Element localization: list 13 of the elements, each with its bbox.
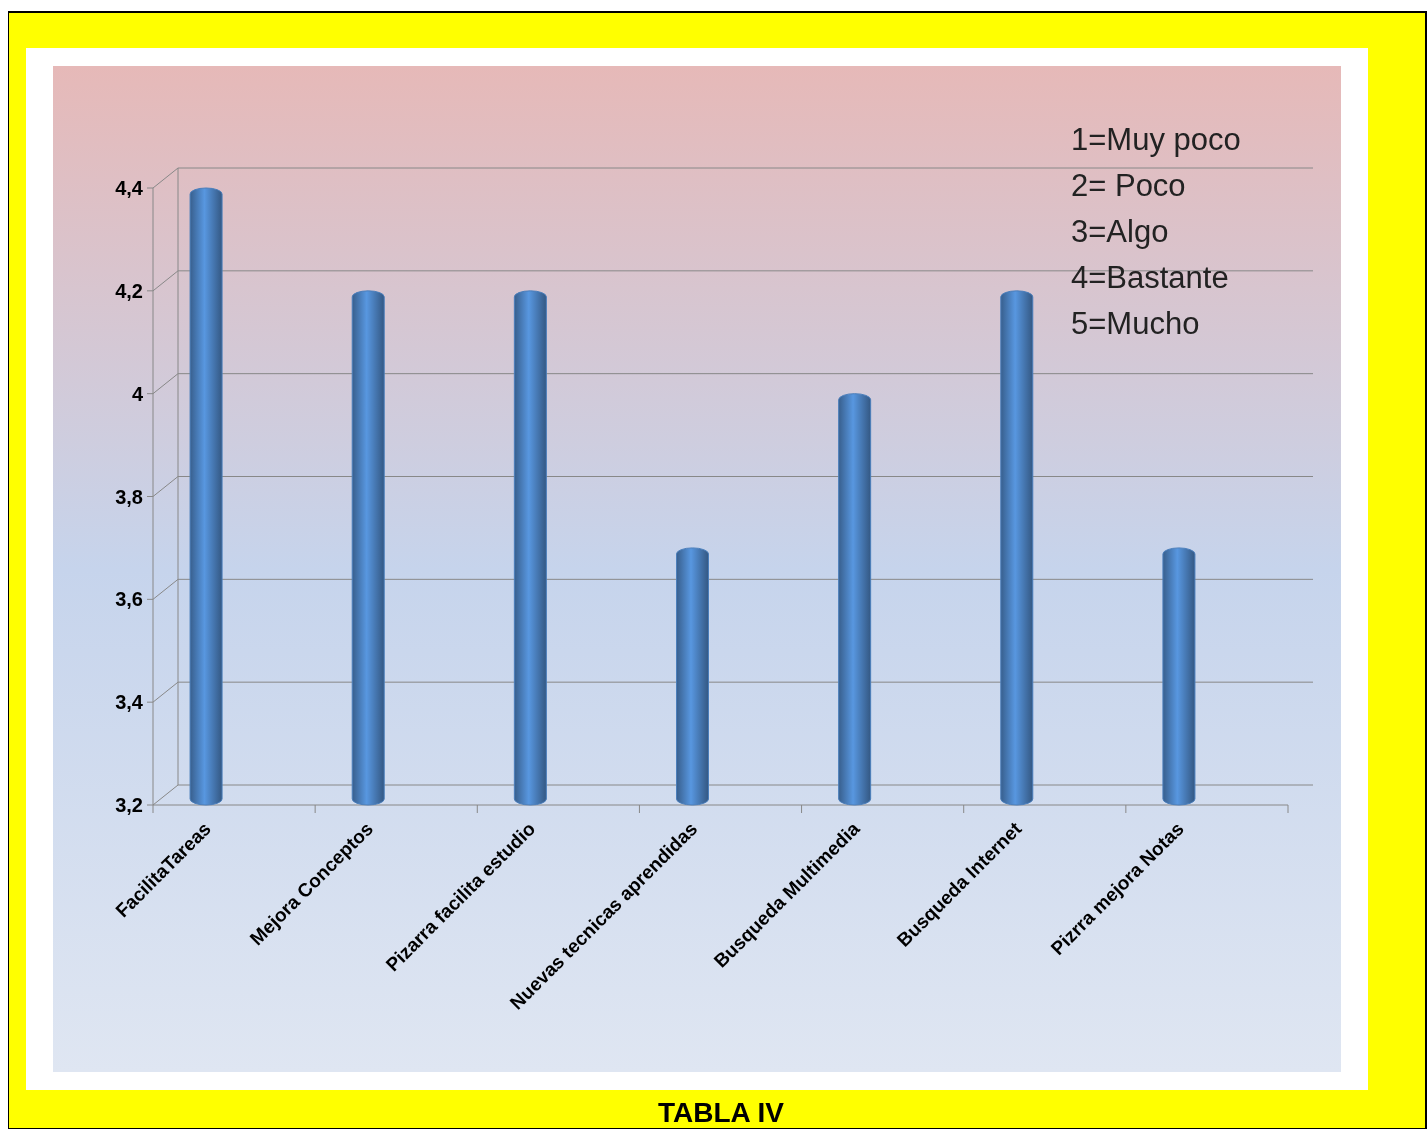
- y-tick-label: 3,6: [115, 588, 143, 611]
- annotation: 3=Algo: [1071, 213, 1169, 249]
- y-tick-label: 4: [131, 382, 144, 405]
- y-tick-label: 3,2: [115, 794, 143, 816]
- annotation: 2= Poco: [1071, 167, 1186, 203]
- y-tick-label: 3,4: [115, 691, 144, 714]
- annotation: 4=Bastante: [1071, 259, 1229, 295]
- text: TABLA IV: [658, 1097, 785, 1128]
- y-tick-label: 4,2: [115, 279, 143, 302]
- text: 1=Muy poco: [1071, 121, 1241, 157]
- annotation: 5=Mucho: [1071, 305, 1200, 341]
- y-tick-label: 3,8: [115, 485, 143, 508]
- y-tick-label: 4,4: [115, 177, 144, 199]
